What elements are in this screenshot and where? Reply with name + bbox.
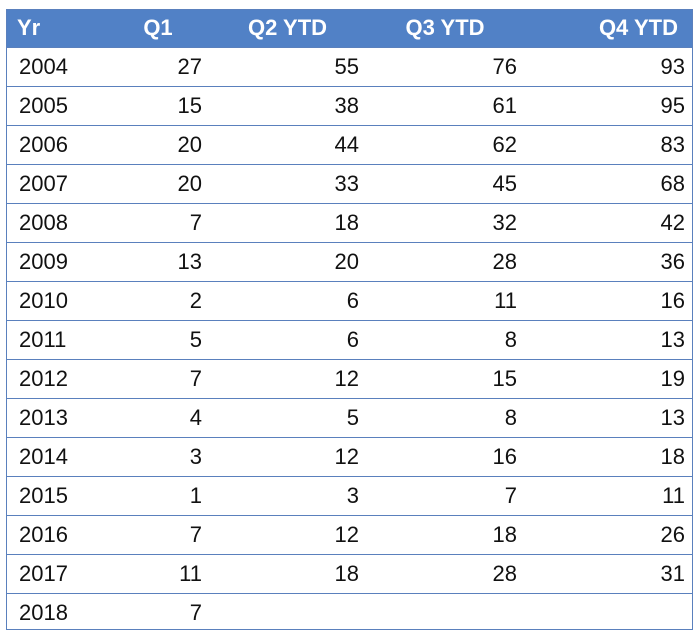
- table-row: 2005 15 38 61 95: [7, 85, 692, 125]
- cell-yr: 2010: [7, 280, 107, 320]
- cell-q2-ytd: 18: [209, 202, 366, 242]
- cell-q3-ytd: 18: [366, 514, 524, 554]
- cell-yr: 2008: [7, 202, 107, 242]
- table-row: 2009 13 20 28 36: [7, 241, 692, 281]
- cell-yr: 2004: [7, 46, 107, 86]
- cell-q3-ytd: 62: [366, 124, 524, 164]
- cell-q3-ytd: 8: [366, 319, 524, 359]
- cell-q1: 11: [107, 553, 209, 593]
- cell-q1: 1: [107, 475, 209, 515]
- cell-yr: 2014: [7, 436, 107, 476]
- table: Yr Q1 Q2 YTD Q3 YTD Q4 YTD 2004 27 55 76 93 2…: [7, 10, 692, 632]
- table-row: 2007 20 33 45 68: [7, 163, 692, 203]
- cell-q4-ytd: 19: [524, 358, 692, 398]
- cell-yr: 2013: [7, 397, 107, 437]
- cell-q1: 7: [107, 202, 209, 242]
- cell-q3-ytd: 45: [366, 163, 524, 203]
- cell-q4-ytd: 11: [524, 475, 692, 515]
- cell-q1: 15: [107, 85, 209, 125]
- cell-q3-ytd: 32: [366, 202, 524, 242]
- table-body: 2004 27 55 76 93 2005 15 38 61 95 2006 20 44 62 83 2007…: [7, 46, 692, 632]
- cell-yr: 2011: [7, 319, 107, 359]
- table-row: 2012 7 12 15 19: [7, 358, 692, 398]
- table-row: 2017 11 18 28 31: [7, 553, 692, 593]
- table-row: 2013 4 5 8 13: [7, 397, 692, 437]
- cell-yr: 2018: [7, 592, 107, 632]
- cell-q1: 7: [107, 358, 209, 398]
- cell-yr: 2009: [7, 241, 107, 281]
- header-row: Yr Q1 Q2 YTD Q3 YTD Q4 YTD: [7, 10, 692, 47]
- cell-q1: 27: [107, 46, 209, 86]
- cell-q3-ytd: 28: [366, 241, 524, 281]
- cell-q2-ytd: 55: [209, 46, 366, 86]
- cell-q2-ytd: 20: [209, 241, 366, 281]
- cell-q1: 20: [107, 124, 209, 164]
- data-table: Yr Q1 Q2 YTD Q3 YTD Q4 YTD 2004 27 55 76 93 2…: [6, 9, 693, 632]
- cell-yr: 2006: [7, 124, 107, 164]
- header-q2-ytd: Q2 YTD: [209, 10, 366, 47]
- cell-q1: 2: [107, 280, 209, 320]
- table-row: 2004 27 55 76 93: [7, 46, 692, 86]
- cell-q1: 7: [107, 514, 209, 554]
- cell-yr: 2005: [7, 85, 107, 125]
- cell-q2-ytd: 38: [209, 85, 366, 125]
- cell-q4-ytd: 31: [524, 553, 692, 593]
- table-row: 2018 7: [7, 592, 692, 632]
- table-row: 2010 2 6 11 16: [7, 280, 692, 320]
- cell-q4-ytd: 18: [524, 436, 692, 476]
- cell-q3-ytd: [366, 592, 524, 632]
- cell-q2-ytd: 3: [209, 475, 366, 515]
- cell-q3-ytd: 8: [366, 397, 524, 437]
- cell-q2-ytd: 18: [209, 553, 366, 593]
- cell-q1: 4: [107, 397, 209, 437]
- cell-q2-ytd: 12: [209, 514, 366, 554]
- cell-q4-ytd: 36: [524, 241, 692, 281]
- cell-q4-ytd: 26: [524, 514, 692, 554]
- cell-yr: 2017: [7, 553, 107, 593]
- cell-q2-ytd: 12: [209, 436, 366, 476]
- cell-q4-ytd: 42: [524, 202, 692, 242]
- header-q1: Q1: [107, 10, 209, 47]
- table-row: 2016 7 12 18 26: [7, 514, 692, 554]
- table-row: 2008 7 18 32 42: [7, 202, 692, 242]
- table-row: 2015 1 3 7 11: [7, 475, 692, 515]
- header-q4-ytd: Q4 YTD: [524, 10, 692, 47]
- cell-q2-ytd: 5: [209, 397, 366, 437]
- cell-yr: 2012: [7, 358, 107, 398]
- cell-q3-ytd: 16: [366, 436, 524, 476]
- table-row: 2006 20 44 62 83: [7, 124, 692, 164]
- cell-yr: 2016: [7, 514, 107, 554]
- cell-q3-ytd: 7: [366, 475, 524, 515]
- cell-q2-ytd: 6: [209, 319, 366, 359]
- cell-q2-ytd: 12: [209, 358, 366, 398]
- cell-q2-ytd: 6: [209, 280, 366, 320]
- cell-yr: 2015: [7, 475, 107, 515]
- cell-q3-ytd: 61: [366, 85, 524, 125]
- cell-q3-ytd: 15: [366, 358, 524, 398]
- cell-q1: 5: [107, 319, 209, 359]
- cell-q1: 20: [107, 163, 209, 203]
- cell-q1: 13: [107, 241, 209, 281]
- cell-q3-ytd: 11: [366, 280, 524, 320]
- cell-q4-ytd: 13: [524, 397, 692, 437]
- cell-q4-ytd: 95: [524, 85, 692, 125]
- cell-q1: 7: [107, 592, 209, 632]
- header-yr: Yr: [7, 10, 107, 47]
- cell-q4-ytd: 83: [524, 124, 692, 164]
- cell-q2-ytd: [209, 592, 366, 632]
- cell-q2-ytd: 44: [209, 124, 366, 164]
- cell-q4-ytd: 68: [524, 163, 692, 203]
- cell-q4-ytd: [524, 592, 692, 632]
- cell-q2-ytd: 33: [209, 163, 366, 203]
- table-row: 2014 3 12 16 18: [7, 436, 692, 476]
- cell-q4-ytd: 16: [524, 280, 692, 320]
- cell-q4-ytd: 93: [524, 46, 692, 86]
- cell-q3-ytd: 28: [366, 553, 524, 593]
- table-row: 2011 5 6 8 13: [7, 319, 692, 359]
- cell-q3-ytd: 76: [366, 46, 524, 86]
- cell-q1: 3: [107, 436, 209, 476]
- header-q3-ytd: Q3 YTD: [366, 10, 524, 47]
- cell-yr: 2007: [7, 163, 107, 203]
- cell-q4-ytd: 13: [524, 319, 692, 359]
